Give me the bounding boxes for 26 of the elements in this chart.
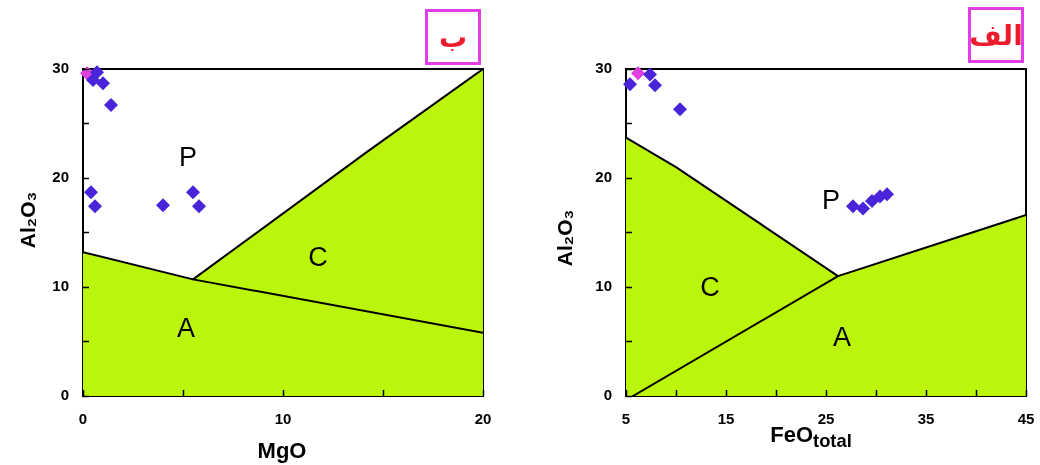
y-axis-title: Al₂O₃ bbox=[553, 209, 577, 267]
y-axis-title: Al₂O₃ bbox=[16, 191, 40, 249]
y-tick-label: 10 bbox=[595, 277, 612, 295]
y-tick-label: 0 bbox=[603, 386, 612, 404]
x-tick-label: 45 bbox=[1017, 410, 1035, 428]
chart-title: ب bbox=[438, 20, 468, 54]
y-tick-label: 20 bbox=[52, 168, 69, 186]
x-tick-label: 10 bbox=[274, 410, 292, 428]
y-tick-label: 20 bbox=[595, 168, 612, 186]
x-tick-label: 0 bbox=[78, 410, 88, 428]
annotation: A bbox=[832, 322, 852, 352]
annotation: A bbox=[176, 313, 196, 343]
y-tick-label: 10 bbox=[52, 277, 69, 295]
x-tick-label: 5 bbox=[621, 410, 631, 428]
annotation: P bbox=[178, 142, 198, 172]
x-axis-title: MgO bbox=[257, 438, 307, 463]
x-tick-label: 15 bbox=[717, 410, 735, 428]
y-tick-label: 0 bbox=[60, 386, 69, 404]
annotation: C bbox=[308, 242, 328, 272]
chart-title: الف bbox=[969, 18, 1023, 52]
x-tick-label: 35 bbox=[917, 410, 935, 428]
y-tick-label: 30 bbox=[52, 59, 69, 77]
y-tick-label: 30 bbox=[595, 59, 612, 77]
annotation: P bbox=[821, 185, 841, 215]
annotation: C bbox=[700, 272, 720, 302]
x-tick-label: 20 bbox=[474, 410, 492, 428]
